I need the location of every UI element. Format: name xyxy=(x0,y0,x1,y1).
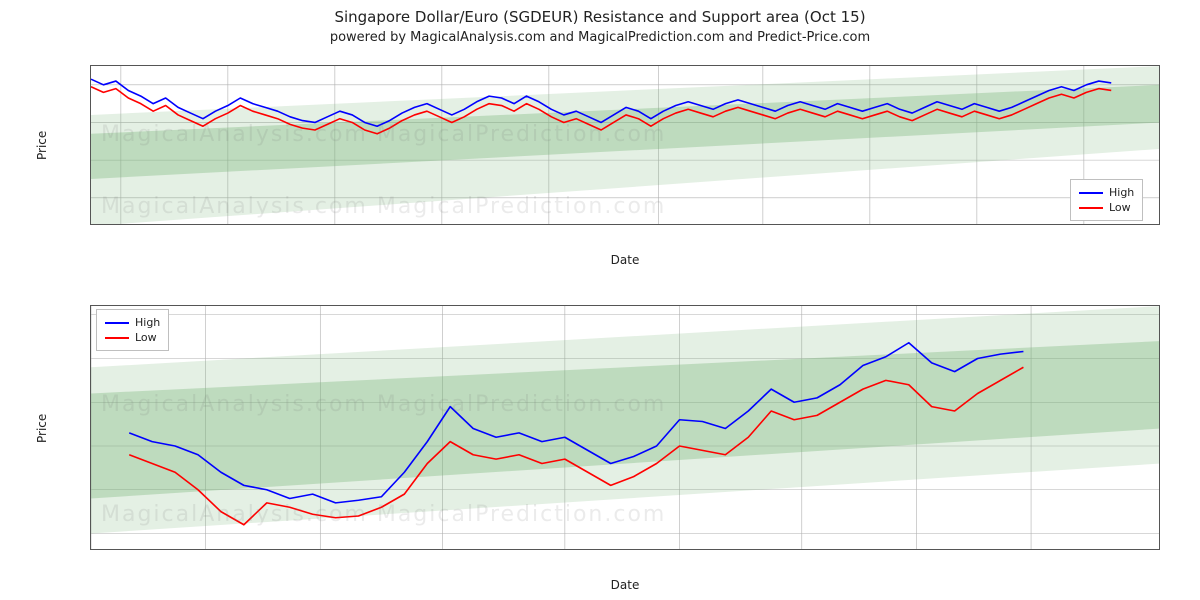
x-tick-label: 2024-09-15 xyxy=(770,549,834,550)
legend-item: High xyxy=(105,316,160,329)
top-x-axis-label: Date xyxy=(90,253,1160,267)
x-tick-label: 2023-03 xyxy=(98,224,144,225)
top-y-axis-label: Price xyxy=(35,131,49,160)
legend-label: Low xyxy=(1109,201,1131,214)
x-tick-label: 2024-10-15 xyxy=(999,549,1063,550)
x-tick-label: 2024-10-01 xyxy=(884,549,948,550)
x-tick-label: 2024-07-15 xyxy=(288,549,352,550)
bottom-plot-svg xyxy=(91,306,1160,550)
bottom-legend: High Low xyxy=(96,309,169,351)
top-plot-area: MagicalAnalysis.com MagicalPrediction.co… xyxy=(90,65,1160,225)
chart-subtitle: powered by MagicalAnalysis.com and Magic… xyxy=(0,30,1200,45)
x-tick-label: 2024-05 xyxy=(847,224,893,225)
top-legend: High Low xyxy=(1070,179,1143,221)
x-tick-label: 2024-08-15 xyxy=(533,549,597,550)
x-tick-label: 2023-11 xyxy=(526,224,572,225)
bottom-x-axis-label: Date xyxy=(90,578,1160,592)
x-tick-label: 2024-07 xyxy=(954,224,1000,225)
legend-label: High xyxy=(135,316,160,329)
x-tick-label: 2023-07 xyxy=(312,224,358,225)
x-tick-label: 2024-07-01 xyxy=(174,549,238,550)
figure: Singapore Dollar/Euro (SGDEUR) Resistanc… xyxy=(0,0,1200,600)
x-tick-label: 2024-11 xyxy=(1138,224,1160,225)
legend-item: High xyxy=(1079,186,1134,199)
legend-item: Low xyxy=(105,331,160,344)
x-tick-label: 2024-09 xyxy=(1061,224,1107,225)
legend-swatch xyxy=(1079,207,1103,209)
x-tick-label: 2023-09 xyxy=(419,224,465,225)
x-tick-label: 2024-01 xyxy=(635,224,681,225)
legend-label: High xyxy=(1109,186,1134,199)
x-tick-label: 2024-09-01 xyxy=(648,549,712,550)
chart-title: Singapore Dollar/Euro (SGDEUR) Resistanc… xyxy=(0,8,1200,26)
legend-item: Low xyxy=(1079,201,1134,214)
x-tick-label: 2023-05 xyxy=(205,224,251,225)
x-tick-label: 2024-11-01 xyxy=(1129,549,1160,550)
legend-label: Low xyxy=(135,331,157,344)
x-tick-label: 2024-08-01 xyxy=(411,549,475,550)
bottom-plot-area: MagicalAnalysis.com MagicalPrediction.co… xyxy=(90,305,1160,550)
top-plot-svg xyxy=(91,66,1160,225)
x-tick-label: 2024-03 xyxy=(740,224,786,225)
x-tick-label: 2024-06-15 xyxy=(90,549,123,550)
legend-swatch xyxy=(105,337,129,339)
bottom-y-axis-label: Price xyxy=(35,413,49,442)
legend-swatch xyxy=(1079,192,1103,194)
legend-swatch xyxy=(105,322,129,324)
